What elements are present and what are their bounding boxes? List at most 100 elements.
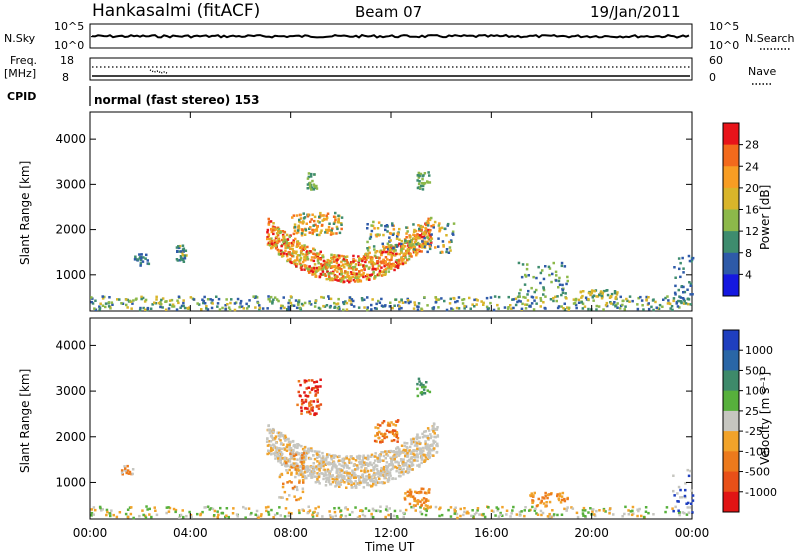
data-cell	[385, 263, 388, 267]
data-cell	[497, 515, 501, 518]
data-cell	[277, 238, 280, 241]
data-cell	[328, 222, 331, 225]
data-cell	[315, 465, 318, 468]
data-cell	[563, 497, 566, 501]
data-cell	[410, 255, 413, 258]
data-cell	[358, 483, 361, 486]
data-cell	[441, 240, 445, 243]
data-cell	[291, 247, 294, 251]
data-cell	[328, 275, 331, 278]
data-cell	[496, 507, 500, 511]
data-cell	[311, 409, 314, 412]
data-cell	[686, 302, 690, 306]
data-cell	[388, 305, 392, 308]
data-cell	[287, 252, 291, 256]
data-cell	[314, 393, 318, 396]
colorbar-swatch	[723, 330, 739, 351]
data-cell	[421, 240, 424, 243]
data-cell	[552, 513, 556, 516]
data-cell	[348, 461, 351, 464]
data-cell	[420, 382, 423, 385]
data-cell	[334, 264, 337, 268]
data-cell	[421, 446, 425, 450]
y-tick-label: 3000	[55, 177, 86, 191]
data-cell	[361, 473, 365, 476]
data-cell	[544, 295, 547, 298]
data-cell	[271, 229, 275, 232]
data-cell	[552, 296, 555, 300]
data-cell	[580, 301, 584, 304]
data-cell	[392, 450, 395, 453]
data-cell	[265, 440, 269, 443]
data-cell	[428, 230, 431, 234]
data-cell	[340, 227, 343, 231]
data-cell	[320, 460, 323, 463]
data-cell	[284, 507, 288, 510]
data-cell	[541, 511, 545, 515]
data-cell	[303, 264, 306, 267]
data-cell	[313, 173, 316, 176]
colorbar-tick-label: 500	[745, 364, 766, 377]
data-cell	[318, 482, 321, 485]
data-cell	[306, 187, 309, 190]
data-cell	[287, 437, 290, 441]
data-cell	[397, 304, 400, 307]
data-cell	[398, 450, 401, 454]
data-cell	[677, 299, 680, 303]
data-cell	[376, 433, 379, 436]
data-cell	[294, 299, 298, 302]
data-cell	[280, 244, 283, 248]
data-cell	[424, 435, 427, 438]
data-cell	[433, 432, 436, 435]
data-cell	[549, 298, 553, 301]
data-cell	[297, 444, 301, 447]
data-cell	[325, 474, 328, 477]
data-cell	[448, 240, 451, 244]
data-cell	[432, 448, 435, 452]
data-cell	[353, 471, 356, 475]
data-cell	[678, 306, 681, 309]
data-cell	[526, 293, 529, 296]
data-cell	[365, 258, 368, 261]
data-cell	[424, 385, 427, 389]
data-cell	[317, 261, 320, 265]
data-cell	[581, 294, 584, 298]
nave-tick-top: 60	[709, 54, 723, 67]
data-cell	[380, 251, 384, 255]
data-cell	[98, 307, 102, 310]
data-cell	[205, 307, 208, 310]
data-cell	[575, 511, 579, 515]
data-cell	[250, 511, 253, 515]
data-cell	[259, 514, 263, 518]
data-cell	[316, 252, 320, 255]
data-cell	[437, 306, 440, 309]
data-cell	[583, 305, 587, 308]
data-cell	[537, 497, 540, 501]
data-cell	[357, 280, 360, 283]
data-cell	[304, 458, 307, 461]
data-cell	[612, 303, 615, 306]
data-cell	[388, 259, 392, 262]
data-cell	[126, 515, 130, 519]
data-cell	[313, 305, 317, 308]
data-cell	[334, 514, 337, 518]
data-cell	[325, 263, 329, 266]
data-cell	[577, 298, 581, 302]
data-cell	[225, 298, 228, 301]
data-cell	[183, 306, 187, 310]
data-cell	[384, 256, 388, 259]
data-cell	[584, 296, 588, 299]
data-cell	[412, 504, 416, 507]
data-cell	[499, 513, 502, 517]
data-cell	[473, 298, 476, 302]
data-cell	[394, 455, 397, 458]
data-cell	[447, 251, 451, 254]
data-cell	[403, 498, 407, 501]
data-cell	[356, 467, 359, 471]
data-cell	[338, 272, 342, 276]
data-cell	[351, 473, 354, 477]
data-cell	[404, 256, 407, 259]
data-cell	[463, 510, 466, 514]
data-cell	[450, 307, 453, 310]
data-cell	[455, 306, 459, 310]
